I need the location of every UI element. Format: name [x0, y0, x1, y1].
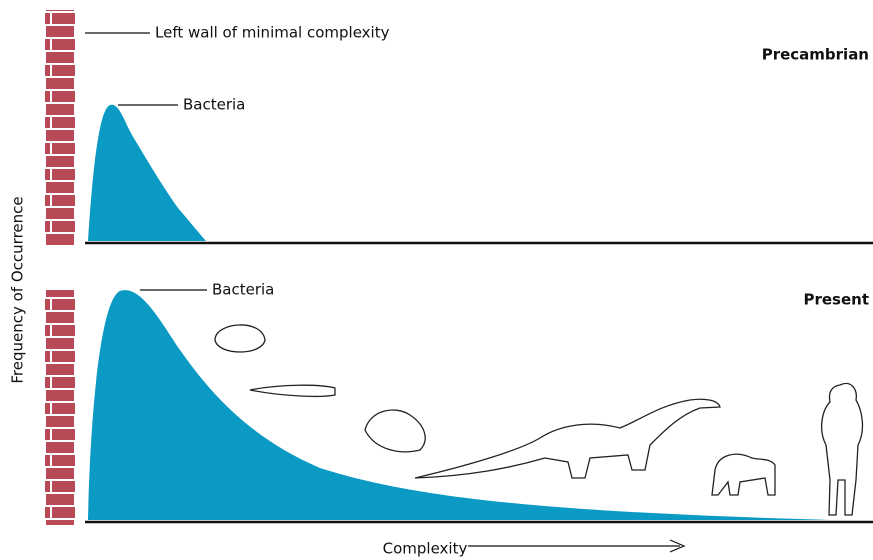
- jellyfish: [215, 325, 265, 352]
- panel-label: Present: [803, 291, 869, 309]
- human: [822, 383, 863, 515]
- y-axis-label: Frequency of Occurrence: [9, 196, 27, 383]
- baboon: [712, 454, 775, 495]
- wall-label: Left wall of minimal complexity: [155, 24, 390, 42]
- panel-label: Precambrian: [762, 46, 869, 64]
- distribution-curve: [88, 105, 206, 241]
- shell: [250, 385, 335, 396]
- annotation: Bacteria: [212, 281, 274, 299]
- x-axis-label: Complexity: [383, 540, 468, 558]
- left-wall: [45, 290, 75, 525]
- dinosaur: [415, 399, 720, 478]
- fish: [365, 410, 425, 452]
- left-wall: [45, 10, 75, 245]
- diagram: Left wall of minimal complexity Bacteria…: [0, 0, 873, 560]
- annotation: Bacteria: [183, 96, 245, 114]
